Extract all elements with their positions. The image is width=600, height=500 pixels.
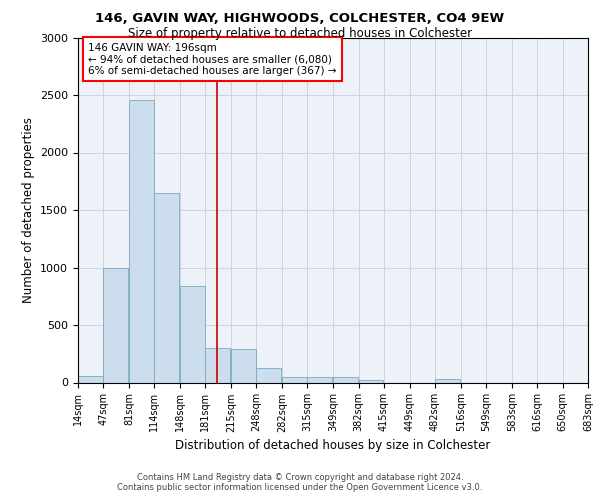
Bar: [180, 286, 205, 382]
Text: 146, GAVIN WAY, HIGHWOODS, COLCHESTER, CO4 9EW: 146, GAVIN WAY, HIGHWOODS, COLCHESTER, C…: [95, 12, 505, 26]
Bar: [435, 379, 460, 382]
Bar: [359, 380, 383, 382]
Bar: [256, 368, 281, 382]
Y-axis label: Number of detached properties: Number of detached properties: [22, 117, 35, 303]
Bar: [283, 377, 307, 382]
Text: Size of property relative to detached houses in Colchester: Size of property relative to detached ho…: [128, 28, 472, 40]
Bar: [103, 268, 128, 382]
Bar: [334, 378, 358, 382]
Text: 146 GAVIN WAY: 196sqm
← 94% of detached houses are smaller (6,080)
6% of semi-de: 146 GAVIN WAY: 196sqm ← 94% of detached …: [88, 42, 337, 76]
Bar: [154, 192, 179, 382]
X-axis label: Distribution of detached houses by size in Colchester: Distribution of detached houses by size …: [175, 438, 491, 452]
Text: Contains HM Land Registry data © Crown copyright and database right 2024.
Contai: Contains HM Land Registry data © Crown c…: [118, 473, 482, 492]
Bar: [129, 100, 154, 383]
Bar: [307, 377, 332, 382]
Bar: [205, 348, 230, 382]
Bar: [78, 376, 103, 382]
Bar: [231, 349, 256, 382]
